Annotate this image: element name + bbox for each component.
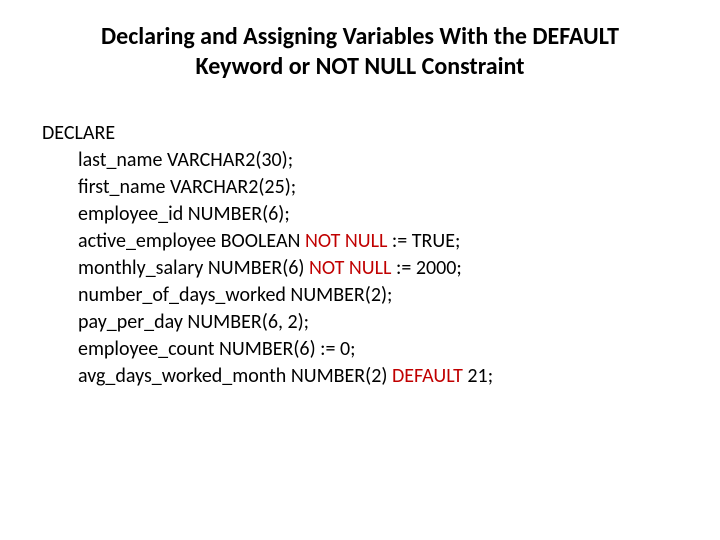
decl-text: 21; bbox=[467, 364, 493, 388]
title-line-1: Declaring and Assigning Variables With t… bbox=[101, 22, 619, 51]
decl-days-worked: number_of_days_worked NUMBER(2); bbox=[42, 282, 680, 309]
decl-text: := 2000; bbox=[396, 256, 462, 280]
decl-employee-count: employee_count NUMBER(6) := 0; bbox=[42, 336, 680, 363]
slide-title: Declaring and Assigning Variables With t… bbox=[40, 22, 680, 82]
decl-first-name: first_name VARCHAR2(25); bbox=[42, 174, 680, 201]
code-block: DECLARE last_name VARCHAR2(30); first_na… bbox=[40, 120, 680, 390]
not-null-keyword: NOT NULL bbox=[309, 256, 396, 280]
decl-avg-days-worked: avg_days_worked_month NUMBER(2) DEFAULT … bbox=[42, 363, 680, 390]
title-line-2: Keyword or NOT NULL Constraint bbox=[196, 52, 525, 81]
decl-text: monthly_salary NUMBER(6) bbox=[78, 256, 309, 280]
decl-last-name: last_name VARCHAR2(30); bbox=[42, 147, 680, 174]
decl-text: := TRUE; bbox=[392, 229, 460, 253]
decl-employee-id: employee_id NUMBER(6); bbox=[42, 201, 680, 228]
decl-active-employee: active_employee BOOLEAN NOT NULL := TRUE… bbox=[42, 228, 680, 255]
decl-monthly-salary: monthly_salary NUMBER(6) NOT NULL := 200… bbox=[42, 255, 680, 282]
not-null-keyword: NOT NULL bbox=[305, 229, 392, 253]
default-keyword: DEFAULT bbox=[392, 364, 467, 388]
declare-keyword: DECLARE bbox=[42, 120, 680, 147]
decl-text: active_employee BOOLEAN bbox=[78, 229, 305, 253]
decl-pay-per-day: pay_per_day NUMBER(6, 2); bbox=[42, 309, 680, 336]
decl-text: avg_days_worked_month NUMBER(2) bbox=[78, 364, 392, 388]
